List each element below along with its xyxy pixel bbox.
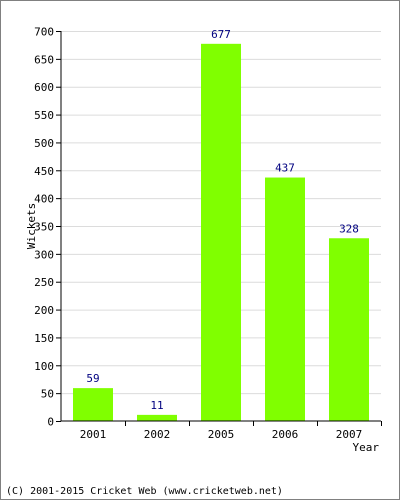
bar-2005 xyxy=(201,43,241,422)
x-tick-label: 2005 xyxy=(208,428,235,441)
data-label-2002: 11 xyxy=(150,399,163,412)
y-tick-label: 700 xyxy=(34,26,54,39)
y-tick-label: 450 xyxy=(34,165,54,178)
bar-2006 xyxy=(265,177,305,421)
y-tick-label: 400 xyxy=(34,193,54,206)
x-tick-label: 2001 xyxy=(80,428,107,441)
y-tick-label: 200 xyxy=(34,304,54,317)
y-tick-label: 0 xyxy=(47,416,54,429)
bar-2002 xyxy=(137,414,177,421)
y-tick-label: 600 xyxy=(34,81,54,94)
y-tick-label: 100 xyxy=(34,360,54,373)
y-tick-label: 300 xyxy=(34,248,54,261)
bar-2001 xyxy=(73,388,113,421)
x-tick-label: 2002 xyxy=(144,428,171,441)
x-tick-label: 2006 xyxy=(272,428,299,441)
y-tick-layer: 0 50 100 150 200 250 300 350 400 450 500 550 600 650 7… xyxy=(34,26,61,429)
y-tick-label: 50 xyxy=(41,388,54,401)
y-tick-label: 500 xyxy=(34,137,54,150)
x-tick-layer: 2001 2002 2005 2006 2007 xyxy=(80,421,382,441)
y-axis-title: Wickets xyxy=(25,203,38,249)
data-label-layer: 59 11 677 437 328 xyxy=(86,28,359,412)
y-tick-label: 150 xyxy=(34,332,54,345)
bar-2007 xyxy=(329,238,369,421)
data-label-2005: 677 xyxy=(211,28,231,41)
y-tick-label: 350 xyxy=(34,221,54,234)
bar-layer xyxy=(73,43,369,422)
y-tick-label: 250 xyxy=(34,276,54,289)
copyright-footer: (C) 2001-2015 Cricket Web (www.cricketwe… xyxy=(6,486,283,497)
y-tick-label: 550 xyxy=(34,109,54,122)
data-label-2006: 437 xyxy=(275,162,295,175)
x-axis-title: Year xyxy=(353,441,380,454)
y-tick-label: 650 xyxy=(34,53,54,66)
data-label-2001: 59 xyxy=(86,372,99,385)
x-tick-label: 2007 xyxy=(336,428,363,441)
data-label-2007: 328 xyxy=(339,222,359,235)
